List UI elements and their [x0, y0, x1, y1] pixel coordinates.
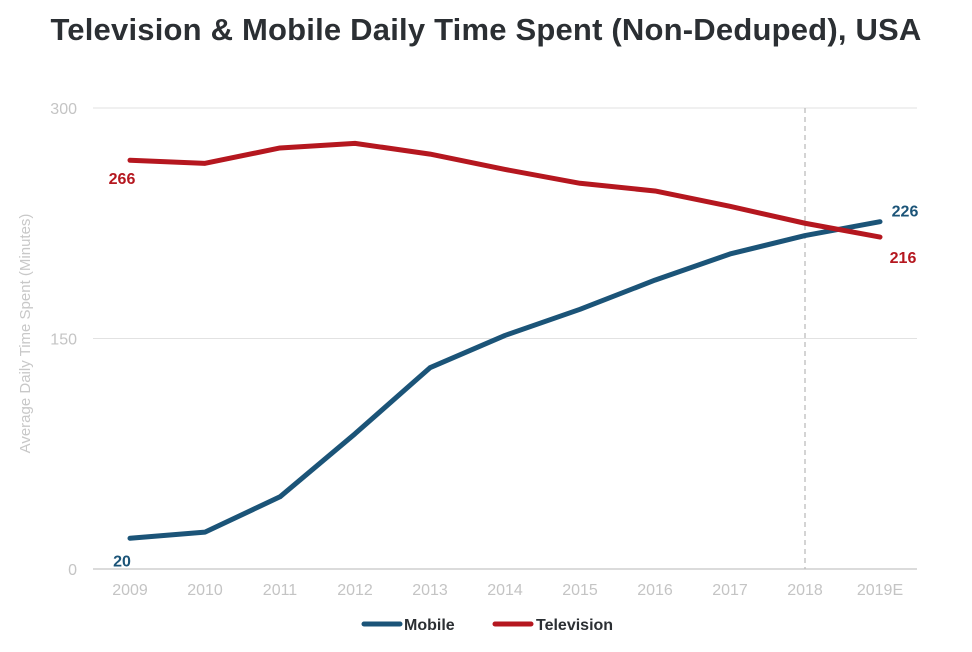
data-label-mobile-first: 20: [113, 553, 131, 570]
x-tick-label: 2014: [487, 582, 523, 599]
x-tick-label: 2010: [187, 582, 223, 599]
series-line-mobile: [127, 219, 883, 541]
x-tick-label: 2009: [112, 582, 148, 599]
y-axis-label: Average Daily Time Spent (Minutes): [17, 214, 34, 454]
x-tick-label: 2015: [562, 582, 598, 599]
x-tick-label: 2018: [787, 582, 823, 599]
x-tick-label: 2019E: [857, 582, 903, 599]
x-tick-label: 2011: [263, 582, 298, 599]
x-tick-label: 2012: [337, 582, 373, 599]
y-tick-label: 150: [50, 332, 77, 349]
legend-label-mobile: Mobile: [404, 617, 455, 634]
legend-label-television: Television: [536, 617, 613, 634]
x-tick-label: 2017: [712, 582, 748, 599]
x-tick-label: 2016: [637, 582, 673, 599]
data-label-television-first: 266: [109, 171, 136, 188]
data-label-mobile-last: 226: [892, 204, 919, 221]
series-line-television: [127, 140, 883, 240]
y-tick-label: 300: [50, 101, 77, 118]
y-tick-label: 0: [68, 562, 77, 579]
chart-title: Television & Mobile Daily Time Spent (No…: [50, 12, 922, 47]
data-label-television-last: 216: [890, 250, 917, 267]
x-tick-label: 2013: [412, 582, 448, 599]
